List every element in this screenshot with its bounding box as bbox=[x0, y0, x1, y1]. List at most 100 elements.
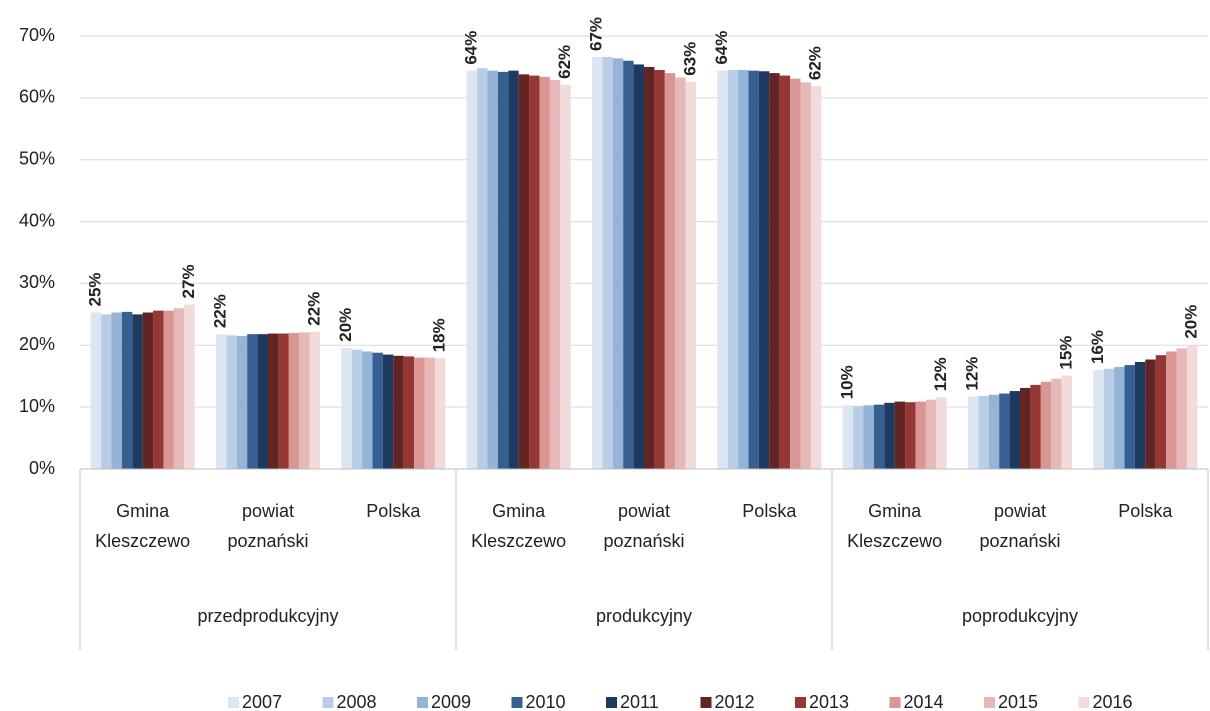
bar bbox=[978, 396, 989, 469]
bar bbox=[905, 402, 916, 469]
bar bbox=[362, 351, 373, 469]
bar bbox=[121, 311, 133, 469]
bar bbox=[1093, 370, 1104, 469]
bar bbox=[434, 358, 446, 469]
bar bbox=[800, 82, 811, 470]
bar bbox=[278, 333, 289, 469]
category-label: Gmina Kleszczewo bbox=[847, 501, 943, 551]
bar bbox=[644, 66, 655, 469]
legend-label: 2013 bbox=[809, 692, 849, 711]
bar bbox=[309, 331, 321, 469]
bar bbox=[518, 74, 530, 469]
legend-label: 2014 bbox=[904, 692, 944, 711]
bar bbox=[842, 405, 854, 469]
bar bbox=[1114, 366, 1125, 469]
bar bbox=[153, 310, 164, 469]
legend-swatch bbox=[511, 697, 523, 708]
bar bbox=[884, 402, 895, 469]
bar bbox=[341, 347, 352, 469]
bar bbox=[988, 394, 1000, 469]
data-label: 20% bbox=[1182, 305, 1201, 339]
bar bbox=[142, 312, 154, 469]
legend-swatch bbox=[228, 697, 239, 708]
bar bbox=[633, 64, 644, 469]
legend-label: 2009 bbox=[431, 692, 471, 711]
y-tick-label: 40% bbox=[19, 210, 55, 230]
bar bbox=[1134, 361, 1146, 469]
bar bbox=[769, 73, 780, 469]
bar bbox=[236, 336, 248, 469]
bar bbox=[1009, 391, 1020, 469]
bar bbox=[717, 70, 728, 469]
bar bbox=[414, 357, 425, 469]
data-label: 27% bbox=[179, 264, 198, 298]
bar bbox=[351, 349, 363, 469]
category-label: Polska bbox=[1118, 501, 1173, 521]
bar bbox=[184, 304, 195, 469]
bar bbox=[560, 84, 571, 470]
bar bbox=[549, 79, 561, 469]
data-label: 22% bbox=[304, 292, 323, 326]
bar bbox=[748, 70, 759, 469]
data-label: 10% bbox=[837, 365, 856, 399]
y-tick-label: 50% bbox=[19, 148, 55, 168]
data-label: 62% bbox=[555, 45, 574, 79]
bar bbox=[393, 355, 404, 469]
bar bbox=[873, 404, 885, 469]
bar bbox=[758, 71, 770, 469]
bar bbox=[925, 399, 937, 469]
category-label: Polska bbox=[366, 501, 421, 521]
y-tick-label: 10% bbox=[19, 396, 55, 416]
bar bbox=[247, 334, 258, 469]
bar bbox=[1124, 365, 1135, 469]
bar bbox=[1040, 381, 1052, 469]
bar bbox=[497, 71, 509, 470]
category-label: Gmina Kleszczewo bbox=[471, 501, 567, 551]
data-label: 12% bbox=[931, 357, 950, 391]
bar bbox=[967, 396, 979, 469]
legend-swatch bbox=[1078, 697, 1090, 708]
bar bbox=[1051, 378, 1062, 469]
data-label: 67% bbox=[587, 17, 606, 51]
bar bbox=[779, 75, 791, 470]
bar bbox=[268, 333, 279, 469]
bar bbox=[101, 314, 112, 469]
bar bbox=[424, 357, 435, 469]
bar bbox=[1186, 344, 1198, 469]
data-label: 20% bbox=[336, 308, 355, 342]
group-label: produkcyjny bbox=[596, 606, 692, 626]
bar bbox=[1176, 348, 1187, 469]
bar bbox=[90, 312, 102, 469]
legend-swatch bbox=[795, 697, 806, 708]
bar bbox=[487, 70, 498, 469]
legend-swatch bbox=[417, 697, 428, 708]
data-label: 18% bbox=[430, 318, 449, 352]
bar bbox=[382, 354, 394, 469]
bar bbox=[810, 86, 822, 470]
bar bbox=[853, 405, 864, 469]
bar bbox=[664, 73, 676, 469]
legend-label: 2007 bbox=[242, 692, 282, 711]
bar bbox=[466, 70, 478, 469]
bar bbox=[477, 68, 488, 469]
data-label: 25% bbox=[85, 272, 104, 306]
bar bbox=[299, 332, 310, 469]
y-tick-label: 20% bbox=[19, 334, 55, 354]
bar bbox=[591, 57, 603, 469]
bar bbox=[257, 334, 268, 469]
bar bbox=[915, 401, 926, 469]
y-tick-label: 0% bbox=[29, 458, 55, 478]
group-label: poprodukcyjny bbox=[962, 606, 1078, 626]
bar bbox=[403, 356, 415, 469]
legend-swatch bbox=[889, 697, 901, 708]
bar bbox=[623, 60, 634, 469]
bar bbox=[602, 57, 613, 469]
bar bbox=[1103, 368, 1115, 469]
y-tick-label: 30% bbox=[19, 272, 55, 292]
legend-swatch bbox=[606, 697, 617, 708]
bar bbox=[654, 70, 665, 470]
data-label: 22% bbox=[211, 294, 230, 328]
bar bbox=[529, 75, 540, 470]
bar bbox=[226, 335, 237, 469]
